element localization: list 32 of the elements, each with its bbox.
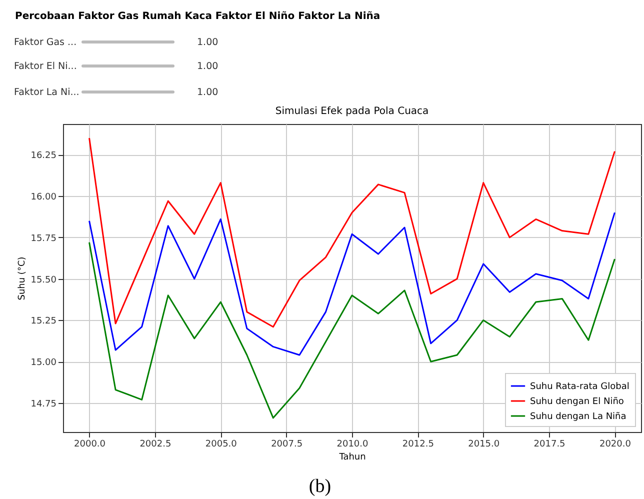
legend-label: Suhu dengan La Niña xyxy=(530,412,626,422)
text: Faktor Gas ... xyxy=(14,37,77,48)
x-tick-label: 2002.5 xyxy=(140,440,172,450)
line-series xyxy=(88,137,616,328)
x-tick-label: 2007.5 xyxy=(271,440,303,450)
text: Faktor La Ni... xyxy=(14,87,80,98)
x-tick-label: 2005.0 xyxy=(205,440,238,450)
text: 1.00 xyxy=(197,87,218,98)
y-tick-label: 14.75 xyxy=(30,400,56,410)
text: 1.00 xyxy=(197,61,218,72)
text: 1.00 xyxy=(197,37,218,48)
x-axis-title: Tahun xyxy=(338,452,366,462)
x-tick-label: 2012.5 xyxy=(402,440,434,450)
x-tick-label: 2010.0 xyxy=(336,440,369,450)
y-tick-label: 15.50 xyxy=(30,275,57,286)
legend-label: Suhu dengan El Niño xyxy=(530,397,624,407)
x-tick-label: 2000.0 xyxy=(74,440,106,450)
chart-title: Simulasi Efek pada Pola Cuaca xyxy=(275,106,429,117)
legend-label: Suhu Rata-rata Global xyxy=(530,382,630,392)
x-tick-label: 2015.0 xyxy=(468,440,500,450)
x-tick-label: 2017.5 xyxy=(534,440,566,450)
y-tick-label: 15.25 xyxy=(30,316,56,327)
text: Faktor El Ni... xyxy=(14,61,77,72)
y-tick-label: 16.00 xyxy=(30,192,57,203)
y-tick-label: 15.75 xyxy=(30,234,56,244)
text: (b) xyxy=(308,476,332,497)
y-axis-title: Suhu (°C) xyxy=(18,256,28,300)
y-tick-label: 15.00 xyxy=(30,358,57,368)
y-tick-label: 16.25 xyxy=(30,151,56,162)
x-tick-label: 2020.0 xyxy=(599,440,632,450)
text: Percobaan Faktor Gas Rumah Kaca Faktor El Niño Faktor La Niña xyxy=(15,11,380,22)
line-series xyxy=(88,212,616,356)
